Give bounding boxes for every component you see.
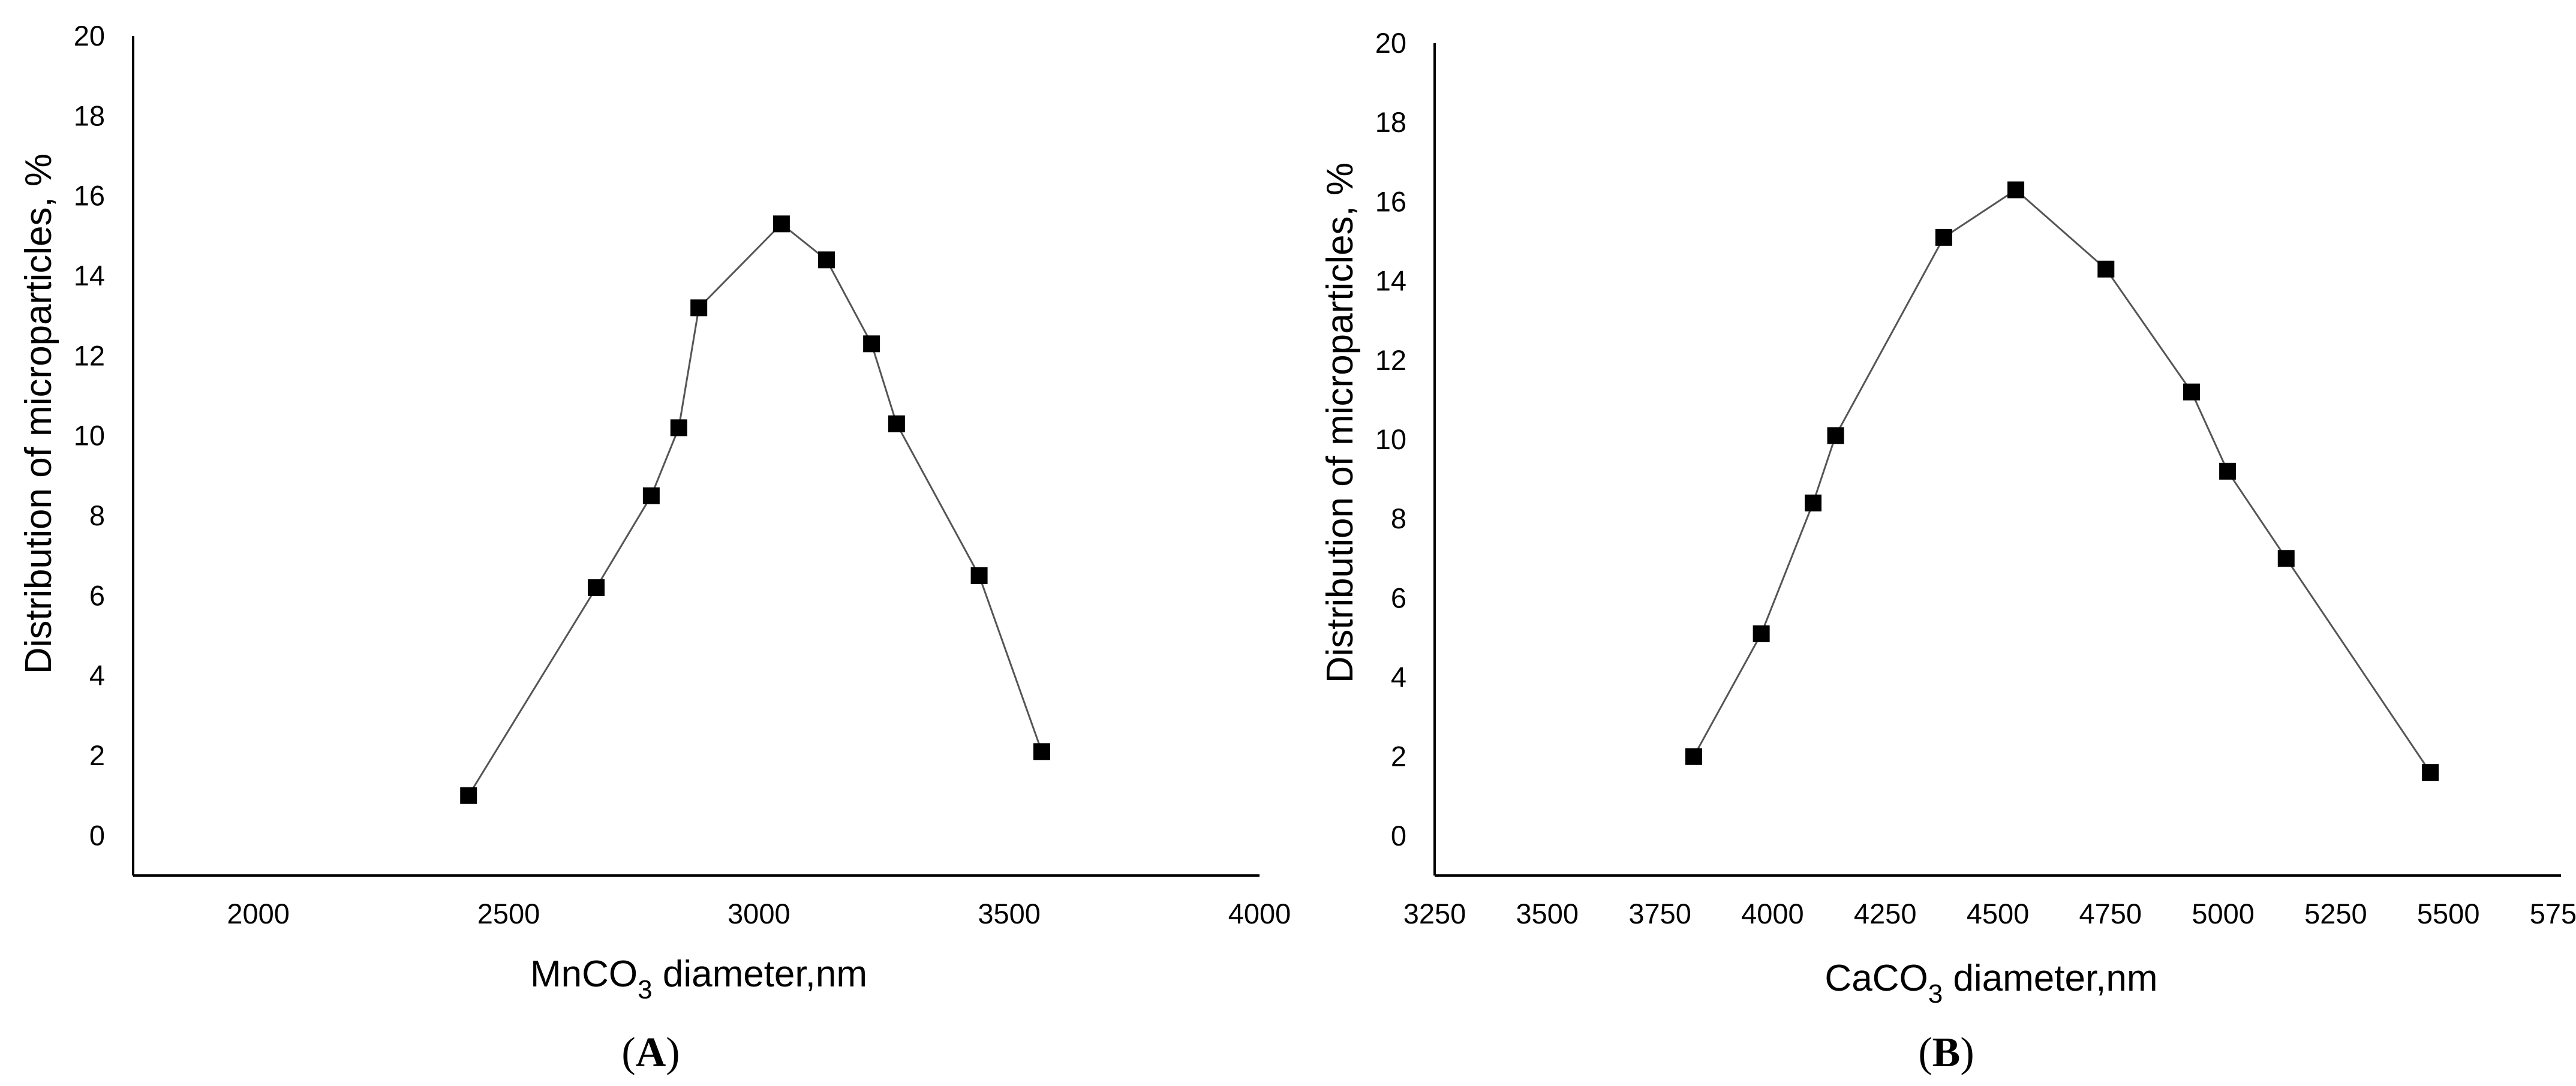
- chart-b-x-tick-label: 3750: [1628, 898, 1691, 929]
- chart-b-data-point: [1805, 494, 1822, 512]
- chart-b-x-label: CaCO3 diameter,nm: [1824, 958, 2157, 1009]
- chart-a-data-point: [1033, 743, 1050, 760]
- chart-a-data-point: [642, 487, 660, 504]
- chart-a-panel-label: (A): [621, 1030, 680, 1076]
- chart-a-data-point: [773, 215, 790, 233]
- chart-a-y-tick-label: 0: [89, 819, 105, 851]
- chart-a-data-point: [588, 579, 605, 596]
- chart-a-x-label: MnCO3 diameter,nm: [530, 953, 867, 1004]
- chart-b-x-tick-label: 5250: [2304, 898, 2367, 929]
- chart-a-x-tick-label: 4000: [1228, 898, 1291, 929]
- chart-b-x-tick-label: 4500: [1967, 898, 2030, 929]
- chart-a-y-tick-label: 10: [74, 420, 105, 452]
- chart-b-x-tick-label: 5750: [2530, 898, 2576, 929]
- chart-a-y-tick-label: 8: [89, 500, 105, 531]
- chart-a: 0 2 4 6 8 10 12 14 16 18 20 2000 2500 3000 3500 4000 D…: [18, 20, 1291, 1076]
- chart-a-y-tick-label: 18: [74, 100, 105, 131]
- chart-b-y-tick-label: 16: [1375, 185, 1406, 217]
- chart-b-y-tick-label: 18: [1375, 106, 1406, 138]
- chart-a-y-tick-label: 2: [89, 739, 105, 771]
- chart-a-data-point: [818, 251, 835, 269]
- chart-b: 0 2 4 6 8 10 12 14 16 18 20 3250 3500 3750 4000 4250 45…: [1319, 27, 2576, 1076]
- chart-b-data-point: [2219, 462, 2237, 480]
- chart-b-x-tick-label: 4000: [1741, 898, 1804, 929]
- chart-b-panel-label: (B): [1918, 1030, 1974, 1076]
- chart-b-y-tick-label: 4: [1391, 661, 1406, 693]
- chart-b-x-tick-label: 5500: [2417, 898, 2480, 929]
- chart-a-data-point: [970, 567, 988, 584]
- chart-a-series-line: [467, 222, 1043, 796]
- chart-b-y-tick-label: 0: [1391, 820, 1406, 852]
- chart-a-data-point: [670, 419, 687, 437]
- chart-b-y-label: Distribution of microparticles, %: [1319, 163, 1361, 683]
- chart-b-x-tick-label: 4250: [1854, 898, 1917, 929]
- chart-b-x-tick-label: 3250: [1403, 898, 1466, 929]
- chart-a-data-point: [460, 787, 477, 804]
- chart-a-data-point: [690, 299, 708, 317]
- chart-a-data-point: [863, 335, 880, 353]
- chart-b-y-tick-label: 14: [1375, 265, 1406, 297]
- chart-b-data-point: [2183, 383, 2201, 401]
- chart-b-y-tick-label: 12: [1375, 344, 1406, 376]
- chart-b-data-point: [1827, 427, 1844, 444]
- chart-a-x-tick-label: 2500: [477, 898, 540, 929]
- chart-a-y-tick-label: 4: [89, 660, 105, 691]
- chart-b-data-point: [2277, 550, 2295, 567]
- chart-a-x-tick-label: 3500: [978, 898, 1041, 929]
- chart-b-series-line: [1693, 188, 2431, 774]
- chart-b-y-tick-label: 10: [1375, 423, 1406, 455]
- chart-b-data-point: [1753, 625, 1770, 642]
- chart-b-data-point: [2007, 181, 2025, 198]
- chart-a-y-tick-label: 14: [74, 260, 105, 291]
- chart-a-y-tick-label: 6: [89, 579, 105, 611]
- chart-b-y-tick-label: 2: [1391, 741, 1406, 772]
- chart-a-x-tick-label: 2000: [227, 898, 290, 929]
- chart-b-data-point: [2422, 764, 2439, 781]
- chart-a-data-point: [888, 415, 905, 432]
- chart-a-y-tick-label: 20: [74, 20, 105, 52]
- chart-b-y-tick-label: 6: [1391, 582, 1406, 613]
- chart-b-y-tick-label: 8: [1391, 503, 1406, 534]
- chart-b-y-tick-label: 20: [1375, 27, 1406, 59]
- chart-b-x-tick-label: 5000: [2192, 898, 2255, 929]
- chart-a-y-tick-label: 16: [74, 180, 105, 212]
- chart-a-y-label: Distribution of microparticles, %: [18, 154, 59, 674]
- chart-b-x-tick-label: 3500: [1516, 898, 1579, 929]
- chart-b-data-point: [2097, 260, 2115, 278]
- chart-a-y-tick-label: 12: [74, 339, 105, 371]
- chart-a-x-tick-label: 3000: [728, 898, 790, 929]
- chart-b-data-point: [1685, 748, 1702, 765]
- chart-b-x-tick-label: 4750: [2079, 898, 2142, 929]
- chart-b-data-point: [1935, 228, 1952, 246]
